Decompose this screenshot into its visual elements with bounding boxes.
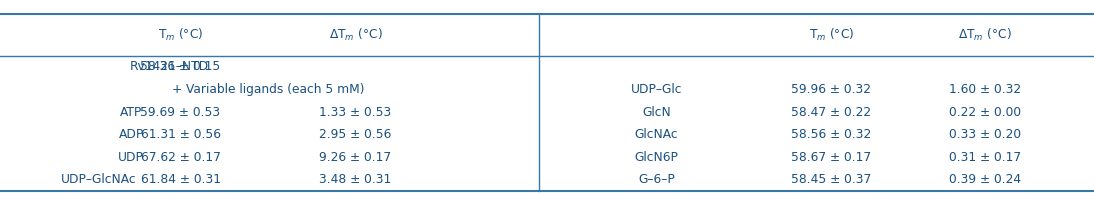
Text: 0.33 ± 0.20: 0.33 ± 0.20 [948,128,1021,141]
Text: G–6–P: G–6–P [638,173,675,186]
Text: 58.67 ± 0.17: 58.67 ± 0.17 [791,151,872,164]
Text: 59.96 ± 0.32: 59.96 ± 0.32 [791,83,872,96]
Text: 58.47 ± 0.22: 58.47 ± 0.22 [791,106,872,119]
Text: 67.62 ± 0.17: 67.62 ± 0.17 [140,151,221,164]
Text: UDP: UDP [118,151,144,164]
Text: 1.60 ± 0.32: 1.60 ± 0.32 [948,83,1021,96]
Text: 1.33 ± 0.53: 1.33 ± 0.53 [319,106,392,119]
Text: UDP–Glc: UDP–Glc [630,83,683,96]
Text: UDP–GlcNAc: UDP–GlcNAc [60,173,137,186]
Text: 58.36 ± 0.15: 58.36 ± 0.15 [140,60,221,73]
Text: ΔT$_m$ (°C): ΔT$_m$ (°C) [957,27,1012,43]
Text: GlcN6P: GlcN6P [635,151,678,164]
Text: 58.45 ± 0.37: 58.45 ± 0.37 [791,173,872,186]
Text: T$_m$ (°C): T$_m$ (°C) [808,27,854,43]
Text: 9.26 ± 0.17: 9.26 ± 0.17 [319,151,392,164]
Text: 0.22 ± 0.00: 0.22 ± 0.00 [948,106,1021,119]
Text: GlcN: GlcN [642,106,671,119]
Text: ATP: ATP [120,106,142,119]
Text: Rv1421–NTD: Rv1421–NTD [130,60,209,73]
Text: 0.39 ± 0.24: 0.39 ± 0.24 [948,173,1021,186]
Text: 59.69 ± 0.53: 59.69 ± 0.53 [140,106,221,119]
Text: ADP: ADP [118,128,144,141]
Text: ΔT$_m$ (°C): ΔT$_m$ (°C) [328,27,383,43]
Text: 61.84 ± 0.31: 61.84 ± 0.31 [140,173,221,186]
Text: T$_m$ (°C): T$_m$ (°C) [158,27,203,43]
Text: GlcNAc: GlcNAc [635,128,678,141]
Text: 3.48 ± 0.31: 3.48 ± 0.31 [319,173,392,186]
Text: 2.95 ± 0.56: 2.95 ± 0.56 [319,128,392,141]
Text: 0.31 ± 0.17: 0.31 ± 0.17 [948,151,1021,164]
Text: 58.56 ± 0.32: 58.56 ± 0.32 [791,128,872,141]
Text: + Variable ligands (each 5 mM): + Variable ligands (each 5 mM) [172,83,364,96]
Text: 61.31 ± 0.56: 61.31 ± 0.56 [140,128,221,141]
